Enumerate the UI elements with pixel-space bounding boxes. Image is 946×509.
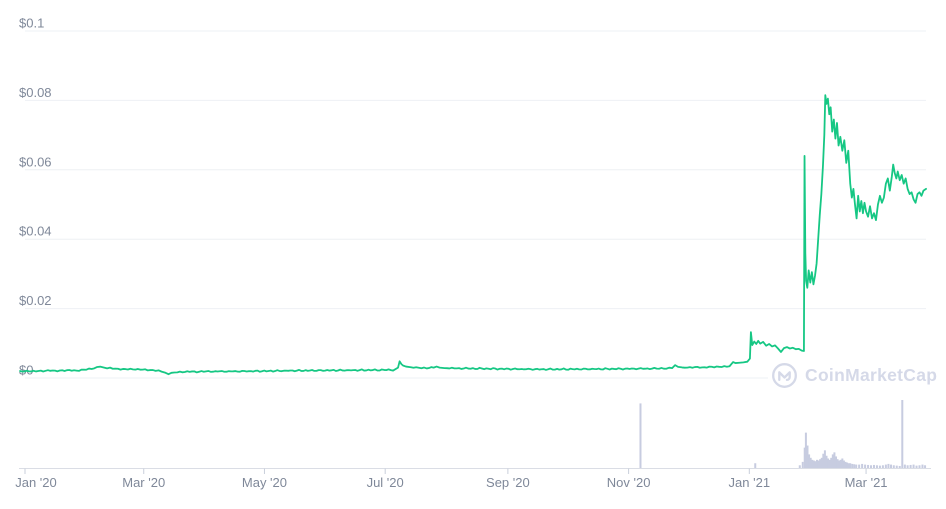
volume-bar — [812, 460, 815, 468]
y-axis-label: $0.02 — [19, 293, 52, 308]
volume-bar — [864, 464, 867, 468]
watermark: CoinMarketCap — [768, 360, 944, 390]
x-axis-label: Mar '21 — [845, 475, 888, 490]
volume-bar — [861, 463, 864, 468]
volume-bar — [811, 459, 814, 468]
volume-bar — [867, 464, 870, 468]
volume-bar — [872, 464, 875, 468]
x-axis-label: Jul '20 — [367, 475, 404, 490]
volume-bar — [836, 459, 839, 468]
volume-bar — [820, 457, 823, 468]
y-axis-label: $0.06 — [19, 154, 52, 169]
volume-bar — [918, 465, 921, 468]
volume-bar — [830, 457, 833, 468]
volume-bar — [870, 465, 873, 468]
volume-bar — [842, 460, 845, 468]
volume-bar — [878, 465, 881, 468]
volume-bar — [822, 453, 825, 468]
volume-bar — [851, 463, 854, 468]
volume-bar — [798, 465, 801, 468]
x-axis-label: May '20 — [242, 475, 287, 490]
volume-bar — [849, 463, 852, 468]
volume-bar — [887, 463, 890, 468]
y-axis-label: $0.04 — [19, 224, 52, 239]
volume-bar — [881, 465, 884, 468]
volume-bar — [841, 458, 844, 468]
y-axis-label: $0.08 — [19, 85, 52, 100]
volume-bar — [895, 465, 898, 468]
volume-bar — [639, 403, 642, 468]
volume-bar — [903, 464, 906, 468]
volume-bar — [809, 457, 812, 468]
volume-bar — [823, 450, 826, 468]
watermark-label: CoinMarketCap — [805, 364, 938, 385]
x-axis-label: Jan '21 — [729, 475, 771, 490]
volume-bar — [853, 464, 856, 468]
volume-bar — [855, 464, 858, 468]
volume-bar — [838, 460, 841, 468]
volume-bar — [846, 462, 849, 468]
volume-bar — [892, 465, 895, 468]
volume-bar — [828, 459, 831, 468]
volume-bar — [858, 464, 861, 468]
volume-bar — [847, 463, 850, 468]
volume-bar — [831, 454, 834, 468]
volume-bar — [901, 400, 904, 468]
volume-bar — [915, 465, 918, 468]
volume-bar — [833, 452, 836, 468]
volume-bar — [816, 459, 818, 468]
volume-bar — [801, 461, 804, 468]
volume-bar — [884, 464, 887, 468]
volume-bar — [827, 458, 830, 468]
volume-bar — [906, 465, 909, 468]
price-line — [19, 94, 927, 376]
volume-bar — [803, 447, 806, 468]
x-axis-label: Sep '20 — [486, 475, 530, 490]
volume-bar — [834, 456, 837, 468]
volume-bar — [898, 465, 901, 468]
volume-bar — [754, 463, 757, 468]
volume-bar — [844, 461, 847, 468]
y-axis-label: $0.1 — [19, 16, 44, 31]
x-axis-label: Nov '20 — [607, 475, 651, 490]
volume-bar — [875, 465, 878, 468]
volume-bar — [825, 455, 828, 468]
volume-bar — [819, 459, 822, 468]
volume-bar — [806, 445, 809, 468]
volume-bar — [814, 461, 817, 468]
volume-bar — [817, 460, 820, 468]
x-axis-label: Jan '20 — [15, 475, 57, 490]
volume-bar — [839, 459, 842, 468]
volume-bar — [909, 464, 912, 468]
coinmarketcap-logo-icon — [772, 362, 797, 388]
volume-bar — [804, 432, 807, 468]
x-axis-label: Mar '20 — [122, 475, 165, 490]
volume-bar — [912, 464, 915, 468]
volume-bar — [924, 465, 927, 468]
volume-bar — [921, 464, 924, 468]
volume-bar — [808, 454, 811, 468]
volume-bar — [890, 464, 893, 468]
